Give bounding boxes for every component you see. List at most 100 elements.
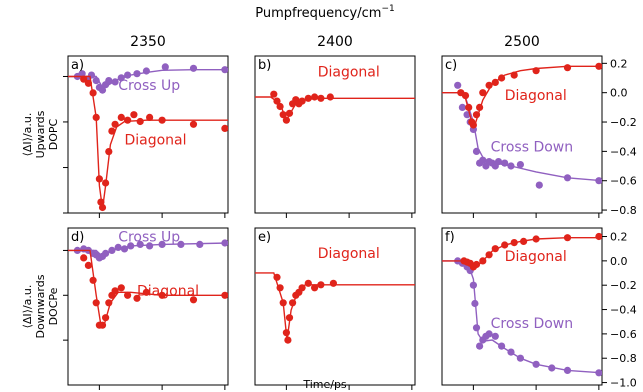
data-point-diagonal: [276, 102, 284, 111]
data-point-diagonal: [284, 336, 292, 344]
plot-frame: [67, 55, 229, 214]
data-point-diagonal: [136, 117, 144, 126]
data-point-cross: [117, 74, 125, 82]
data-point-cross: [87, 71, 96, 79]
row-label-line: Upwards: [34, 110, 47, 158]
series-diagonal: [442, 232, 602, 271]
data-point-cross: [196, 240, 204, 248]
y-tick-label: −0.8: [610, 204, 637, 217]
data-point-cross: [78, 70, 86, 78]
data-point-diagonal: [298, 284, 306, 292]
data-point-diagonal: [317, 94, 325, 102]
data-point-diagonal: [532, 67, 540, 75]
data-point-cross: [136, 240, 144, 248]
data-point-cross: [127, 242, 135, 250]
data-point-cross: [108, 246, 116, 254]
data-point-diagonal: [285, 314, 294, 322]
panel-letter: c): [445, 58, 457, 73]
data-point-diagonal: [189, 120, 198, 128]
y-tick-label: 0.2: [610, 57, 628, 70]
data-point-diagonal: [158, 116, 166, 124]
data-point-diagonal: [491, 245, 499, 253]
data-point-diagonal: [298, 97, 306, 105]
data-point-diagonal: [98, 203, 107, 212]
data-point-diagonal: [92, 113, 100, 121]
data-point-diagonal: [95, 175, 103, 183]
data-point-diagonal: [89, 276, 97, 284]
y-tick-label: −0.8: [610, 352, 637, 365]
row-label-line: DOPC: [47, 118, 60, 150]
data-point-cross: [563, 174, 572, 182]
row-label-downwards-docpe: ⟨ΔI⟩/a.u. Downwards DOCPe: [21, 274, 60, 338]
data-point-diagonal: [124, 291, 132, 299]
data-point-diagonal: [563, 64, 572, 72]
data-point-diagonal: [485, 81, 493, 89]
data-point-diagonal: [108, 127, 116, 135]
panel-e: 024Diagonale): [254, 227, 416, 390]
y-tick-label: −0.2: [610, 116, 637, 129]
data-point-diagonal: [491, 78, 499, 86]
data-point-cross: [133, 70, 141, 78]
panel-f: 0240.20.0−0.2−0.4−0.6−0.8−1.0DiagonalCro…: [441, 227, 637, 390]
y-tick-label: −1.0: [610, 377, 637, 390]
data-point-cross: [221, 66, 228, 74]
data-point-diagonal: [270, 90, 278, 98]
y-tick-label: −0.4: [610, 304, 637, 317]
data-point-cross: [507, 348, 515, 356]
y-tick-label: 0.0: [610, 255, 628, 268]
data-point-diagonal: [279, 299, 287, 307]
y-tick-label: −0.6: [610, 175, 637, 188]
data-point-diagonal: [279, 111, 287, 119]
data-point-diagonal: [276, 284, 284, 292]
data-point-diagonal: [329, 279, 337, 287]
data-point-cross: [516, 354, 525, 362]
data-point-diagonal: [97, 198, 105, 206]
data-point-cross: [146, 242, 154, 250]
data-point-cross: [595, 177, 602, 185]
data-point-cross: [501, 159, 509, 167]
data-point-cross: [92, 77, 100, 85]
panel-letter: a): [71, 58, 84, 73]
column-title-2350: 2350: [130, 34, 166, 50]
series-diagonal: [255, 272, 415, 344]
plot-frame: [254, 55, 416, 214]
row-label-line: ⟨ΔI⟩/a.u.: [21, 285, 34, 329]
data-point-cross: [454, 81, 462, 89]
data-point-diagonal: [285, 109, 294, 117]
data-point-diagonal: [317, 281, 325, 289]
data-point-diagonal: [133, 294, 141, 302]
data-point-diagonal: [80, 254, 88, 262]
data-point-cross: [189, 64, 198, 72]
y-tick-label: −0.2: [610, 279, 637, 292]
data-point-diagonal: [304, 279, 312, 287]
data-point-diagonal: [282, 329, 290, 337]
data-point-diagonal: [111, 287, 119, 295]
annotation-cross: Cross Down: [491, 316, 574, 332]
data-point-diagonal: [130, 111, 138, 119]
row-label-line: DOCPe: [47, 287, 60, 325]
column-title-2500: 2500: [504, 34, 540, 50]
data-point-diagonal: [146, 113, 154, 121]
data-point-cross: [102, 249, 110, 257]
annotation-diagonal: Diagonal: [318, 246, 380, 262]
panel-letter: d): [71, 230, 84, 245]
panel-a: Cross Up Diagonal a): [63, 55, 229, 218]
row-label-line: Downwards: [34, 274, 47, 338]
data-point-diagonal: [98, 321, 107, 329]
series-diagonal: [442, 62, 602, 129]
data-point-cross: [472, 324, 481, 332]
data-point-cross: [507, 162, 515, 170]
data-point-diagonal: [311, 284, 319, 292]
series-cross: [68, 239, 228, 262]
panel-letter: b): [258, 58, 271, 73]
data-point-cross: [458, 103, 466, 111]
data-point-diagonal: [117, 113, 125, 121]
data-point-diagonal: [289, 299, 297, 307]
panel-c: 0.2 0.0 −0.2 −0.4 −0.6 −0.8 Diagonal Cross Down…: [441, 55, 637, 218]
data-point-diagonal: [311, 93, 319, 101]
data-point-diagonal: [221, 291, 228, 299]
data-point-diagonal: [111, 120, 119, 128]
data-point-diagonal: [479, 89, 487, 97]
data-point-cross: [111, 78, 119, 86]
